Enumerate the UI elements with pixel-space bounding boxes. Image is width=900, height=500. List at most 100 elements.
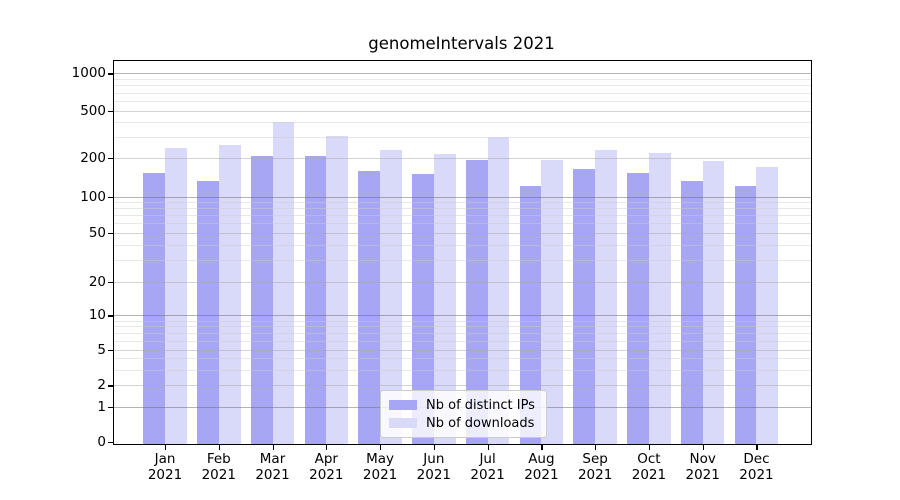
x-tick-label-aug: Aug 2021	[513, 451, 569, 483]
gridline-minor-700	[114, 92, 811, 94]
x-tick-label-jun: Jun 2021	[406, 451, 462, 483]
y-tick-20	[108, 281, 113, 283]
legend-item-distinct-ips: Nb of distinct IPs	[389, 398, 538, 413]
x-tick-jul	[487, 445, 489, 450]
bar-distinct-ips-apr	[304, 156, 327, 444]
x-label-year: 2021	[255, 467, 290, 483]
x-tick-may	[380, 445, 382, 450]
gridline-1000	[114, 73, 811, 75]
x-tick-label-may: May 2021	[352, 451, 408, 483]
x-tick-label-sep: Sep 2021	[567, 451, 623, 483]
y-tick-label-1: 1	[97, 398, 106, 415]
x-label-month: Sep	[582, 451, 608, 467]
chart-title: genomeIntervals 2021	[368, 34, 555, 53]
bar-distinct-ips-jun	[412, 174, 434, 444]
y-tick-label-200: 200	[80, 149, 106, 166]
bar-distinct-ips-sep	[573, 168, 596, 444]
gridline-minor-300	[114, 136, 811, 138]
y-tick-100	[108, 196, 113, 198]
bar-distinct-ips-feb	[196, 181, 219, 444]
x-label-year: 2021	[577, 467, 613, 483]
bar-distinct-ips-aug	[519, 186, 542, 444]
x-label-year: 2021	[524, 467, 559, 483]
y-tick-label-2: 2	[97, 377, 106, 394]
y-tick-label-20: 20	[88, 273, 106, 290]
y-tick-label-100: 100	[80, 188, 106, 205]
bar-downloads-apr	[326, 135, 349, 444]
x-label-year: 2021	[416, 467, 452, 483]
x-label-month: Dec	[743, 451, 770, 467]
gridline-minor-600	[114, 100, 811, 102]
x-label-month: Apr	[314, 451, 338, 467]
bar-downloads-jun	[433, 154, 456, 444]
legend-swatch-downloads	[389, 418, 417, 428]
x-tick-label-feb: Feb 2021	[191, 451, 247, 483]
bar-downloads-dec	[756, 167, 779, 444]
x-label-year: 2021	[147, 467, 183, 483]
bar-downloads-feb	[218, 145, 241, 444]
x-tick-jun	[433, 445, 436, 450]
legend-label-distinct-ips: Nb of distinct IPs	[426, 397, 535, 413]
bar-distinct-ips-nov	[680, 181, 703, 444]
x-label-year: 2021	[470, 467, 505, 483]
legend-swatch-distinct-ips	[389, 400, 417, 410]
y-tick-label-1000: 1000	[71, 65, 106, 82]
x-tick-oct	[648, 445, 651, 450]
bar-distinct-ips-dec	[734, 186, 757, 444]
bar-distinct-ips-may	[358, 171, 381, 444]
y-tick-0	[108, 442, 113, 444]
bar-distinct-ips-jul	[465, 159, 488, 444]
bar-downloads-jan	[165, 148, 187, 444]
legend: Nb of distinct IPs Nb of downloads	[380, 390, 547, 438]
y-tick-label-5: 5	[97, 341, 106, 358]
x-tick-nov	[702, 445, 704, 450]
x-tick-label-oct: Oct 2021	[621, 451, 677, 483]
y-tick-10	[108, 315, 113, 317]
bar-downloads-may	[380, 150, 402, 444]
x-tick-label-dec: Dec 2021	[728, 451, 784, 483]
legend-item-downloads: Nb of downloads	[389, 416, 538, 431]
x-label-month: Nov	[689, 451, 716, 467]
y-tick-50	[108, 232, 113, 235]
y-tick-2	[108, 385, 113, 387]
x-label-month: May	[366, 451, 395, 467]
x-tick-mar	[272, 445, 274, 450]
y-tick-label-10: 10	[88, 307, 106, 324]
x-label-month: Jun	[423, 451, 445, 467]
x-label-month: Mar	[259, 451, 286, 467]
x-label-year: 2021	[631, 467, 667, 483]
bar-distinct-ips-mar	[250, 156, 273, 444]
x-tick-label-jul: Jul 2021	[460, 451, 516, 483]
gridline-500	[114, 110, 811, 112]
y-tick-label-0: 0	[97, 434, 106, 450]
x-label-month: Jul	[479, 451, 496, 467]
y-tick-200	[108, 157, 113, 160]
bar-downloads-nov	[702, 160, 725, 444]
bar-downloads-oct	[648, 153, 671, 444]
x-tick-label-mar: Mar 2021	[245, 451, 301, 483]
x-label-year: 2021	[309, 467, 344, 483]
bar-downloads-aug	[541, 160, 564, 444]
x-tick-feb	[218, 445, 220, 450]
y-tick-label-50: 50	[88, 224, 106, 241]
y-tick-500	[108, 110, 113, 112]
y-tick-1000	[108, 73, 113, 75]
x-label-year: 2021	[362, 467, 398, 483]
bar-distinct-ips-jan	[143, 173, 165, 444]
bar-downloads-jul	[487, 137, 510, 444]
x-label-month: Jan	[154, 451, 176, 467]
x-label-month: Oct	[637, 451, 661, 467]
y-tick-5	[108, 349, 113, 351]
gridline-minor-400	[114, 122, 811, 124]
x-tick-label-nov: Nov 2021	[675, 451, 731, 483]
x-label-month: Aug	[528, 451, 555, 467]
legend-label-downloads: Nb of downloads	[426, 415, 535, 431]
bar-distinct-ips-oct	[627, 173, 649, 444]
x-label-year: 2021	[739, 467, 774, 483]
gridline-minor-800	[114, 85, 811, 87]
x-label-year: 2021	[201, 467, 236, 483]
bar-downloads-sep	[595, 150, 617, 444]
gridline-minor-900	[114, 79, 811, 81]
x-tick-dec	[756, 445, 758, 450]
